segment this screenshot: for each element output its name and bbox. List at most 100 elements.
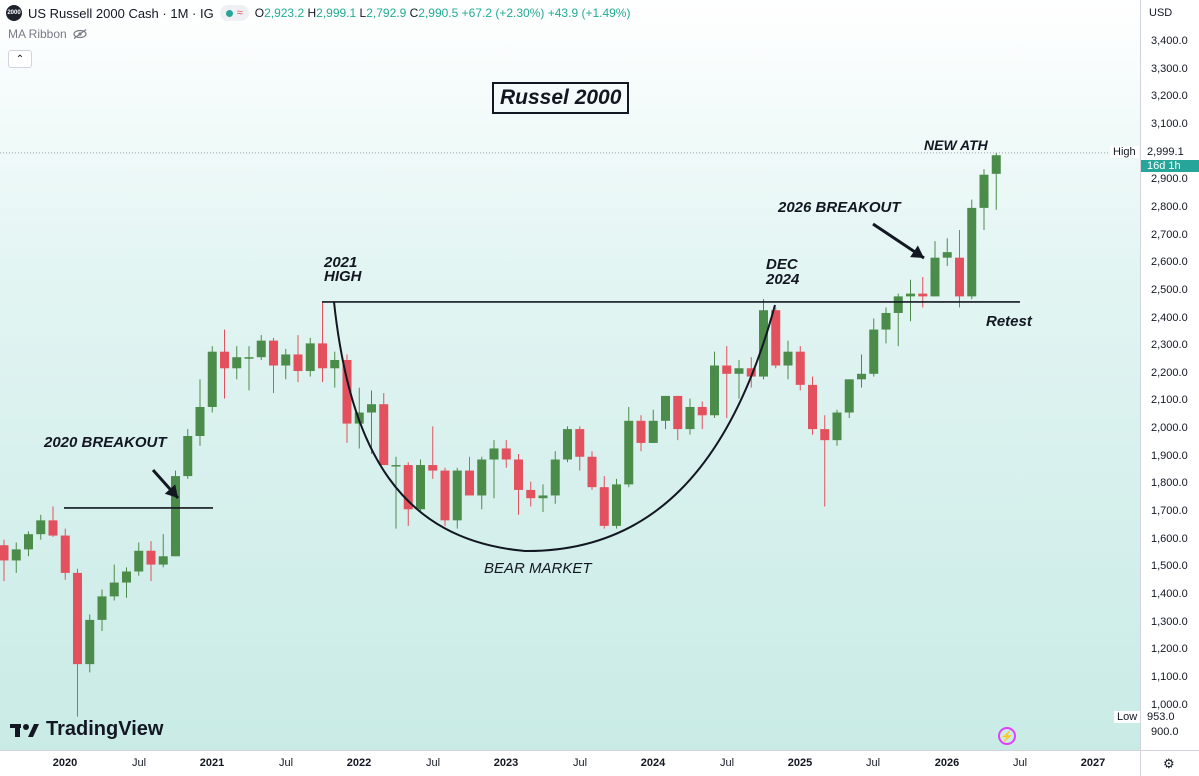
price-tick: 1,500.0 bbox=[1151, 560, 1188, 573]
time-tick: Jul bbox=[719, 757, 735, 769]
arrow-2020-breakout-head bbox=[164, 484, 178, 498]
annotation-new-ath: NEW ATH bbox=[924, 137, 988, 153]
candle-body bbox=[85, 619, 95, 665]
chart-legend: 2000 US Russell 2000 Cash · 1M · IG ≈ O2… bbox=[6, 4, 630, 22]
annotation-2021-high-line2: HIGH bbox=[324, 268, 362, 285]
price-tick: 1,000.0 bbox=[1151, 698, 1188, 711]
price-tick: 1,300.0 bbox=[1151, 615, 1188, 628]
candle-body bbox=[575, 429, 585, 457]
price-tick: 2,600.0 bbox=[1151, 256, 1188, 269]
candle-body bbox=[967, 207, 977, 297]
candle-body bbox=[0, 545, 9, 561]
candle-body bbox=[171, 476, 180, 557]
market-open-dot-icon bbox=[225, 9, 233, 17]
candle-body bbox=[906, 293, 915, 297]
axis-corner[interactable]: ⚙ bbox=[1140, 750, 1199, 776]
ma-ribbon-indicator[interactable]: MA Ribbon bbox=[8, 27, 87, 41]
hide-eye-icon[interactable] bbox=[73, 29, 87, 39]
candle-body bbox=[305, 343, 315, 372]
price-tick: 3,100.0 bbox=[1151, 117, 1188, 130]
tradingview-logo[interactable]: TradingView bbox=[10, 718, 163, 741]
market-status-pill[interactable]: ≈ bbox=[219, 5, 249, 21]
candle-body bbox=[685, 406, 695, 430]
candle-body bbox=[158, 556, 168, 565]
candle-body bbox=[379, 404, 389, 466]
candle-body bbox=[207, 351, 217, 407]
candle-body bbox=[440, 470, 450, 521]
annotation-bear-market: BEAR MARKET bbox=[484, 560, 592, 577]
candle-body bbox=[795, 351, 805, 385]
candle-body bbox=[489, 448, 499, 460]
candle-body bbox=[24, 534, 33, 550]
candle-body bbox=[195, 406, 205, 437]
symbol-title[interactable]: US Russell 2000 Cash · 1M · IG bbox=[28, 5, 214, 21]
candle-body bbox=[955, 257, 964, 297]
candle-body bbox=[416, 465, 425, 510]
candle-body bbox=[477, 459, 487, 496]
change-value-2: +43.9 (+1.49%) bbox=[547, 6, 631, 20]
price-tick: 1,200.0 bbox=[1151, 643, 1188, 656]
price-axis[interactable]: USD 3,400.03,300.03,200.03,100.03,000.02… bbox=[1140, 0, 1199, 750]
collapse-legend-button[interactable]: ⌃ bbox=[8, 50, 32, 68]
chevron-up-icon: ⌃ bbox=[15, 53, 25, 65]
price-tick: 3,400.0 bbox=[1151, 35, 1188, 47]
candle-body bbox=[293, 354, 303, 372]
annotation-retest: Retest bbox=[986, 313, 1032, 330]
time-tick: 2024 bbox=[640, 757, 666, 769]
candle-body bbox=[636, 420, 646, 443]
candle-body bbox=[220, 351, 229, 369]
candle-body bbox=[697, 406, 707, 416]
candlestick-chart bbox=[0, 152, 1140, 717]
low-label: Low bbox=[1114, 711, 1140, 723]
candle-body bbox=[48, 520, 58, 536]
ma-ribbon-label: MA Ribbon bbox=[8, 27, 67, 41]
chart-title-box: Russel 2000 bbox=[492, 82, 630, 114]
candle-body bbox=[808, 384, 817, 430]
high-price-label: 2,999.1 bbox=[1141, 146, 1199, 158]
candle-body bbox=[391, 465, 401, 467]
candle-body bbox=[869, 329, 879, 374]
time-tick: Jul bbox=[425, 757, 441, 769]
candle-body bbox=[979, 174, 989, 208]
arrow-2026-breakout-head bbox=[910, 245, 924, 258]
candle-body bbox=[281, 354, 291, 366]
bar-countdown-label: 16d 1h bbox=[1141, 160, 1199, 172]
candle-body bbox=[428, 465, 438, 471]
time-tick: 2026 bbox=[934, 757, 960, 769]
candle-body bbox=[36, 520, 46, 535]
chart-area[interactable]: 2000 US Russell 2000 Cash · 1M · IG ≈ O2… bbox=[0, 0, 1140, 750]
price-tick: 3,200.0 bbox=[1151, 90, 1188, 103]
price-tick: 2,800.0 bbox=[1151, 200, 1188, 213]
candle-body bbox=[661, 395, 670, 421]
candle-body bbox=[857, 373, 866, 380]
candle-body bbox=[452, 470, 462, 521]
symbol-logo-icon: 2000 bbox=[6, 5, 22, 21]
currency-button[interactable]: USD bbox=[1149, 7, 1173, 19]
candle-body bbox=[587, 456, 597, 488]
candle-body bbox=[624, 420, 634, 485]
candle-body bbox=[648, 420, 658, 443]
candle-body bbox=[256, 340, 266, 358]
candle-body bbox=[942, 252, 952, 258]
price-tick: 1,100.0 bbox=[1151, 670, 1188, 683]
candle-body bbox=[881, 312, 891, 330]
lightning-icon[interactable]: ⚡ bbox=[998, 727, 1016, 745]
candle-body bbox=[771, 310, 781, 366]
candle-body bbox=[918, 293, 928, 297]
candle-body bbox=[232, 357, 242, 369]
candle-body bbox=[11, 549, 21, 561]
candle-body bbox=[465, 470, 474, 496]
time-tick: Jul bbox=[865, 757, 881, 769]
time-tick: 2023 bbox=[493, 757, 519, 769]
price-tick: 2,200.0 bbox=[1151, 366, 1188, 379]
candle-body bbox=[844, 379, 854, 413]
time-tick: Jul bbox=[278, 757, 294, 769]
price-tick: 1,400.0 bbox=[1151, 588, 1188, 600]
price-tick: 3,300.0 bbox=[1151, 62, 1188, 75]
candle-body bbox=[832, 412, 842, 441]
gear-icon[interactable]: ⚙ bbox=[1163, 756, 1175, 771]
candle-body bbox=[73, 572, 82, 665]
time-axis[interactable]: 2020 Jul 2021 Jul 2022 Jul 2023 Jul 2024 Jul 2025 J… bbox=[0, 750, 1140, 776]
candle-body bbox=[318, 343, 327, 369]
time-tick: 2022 bbox=[346, 757, 372, 769]
